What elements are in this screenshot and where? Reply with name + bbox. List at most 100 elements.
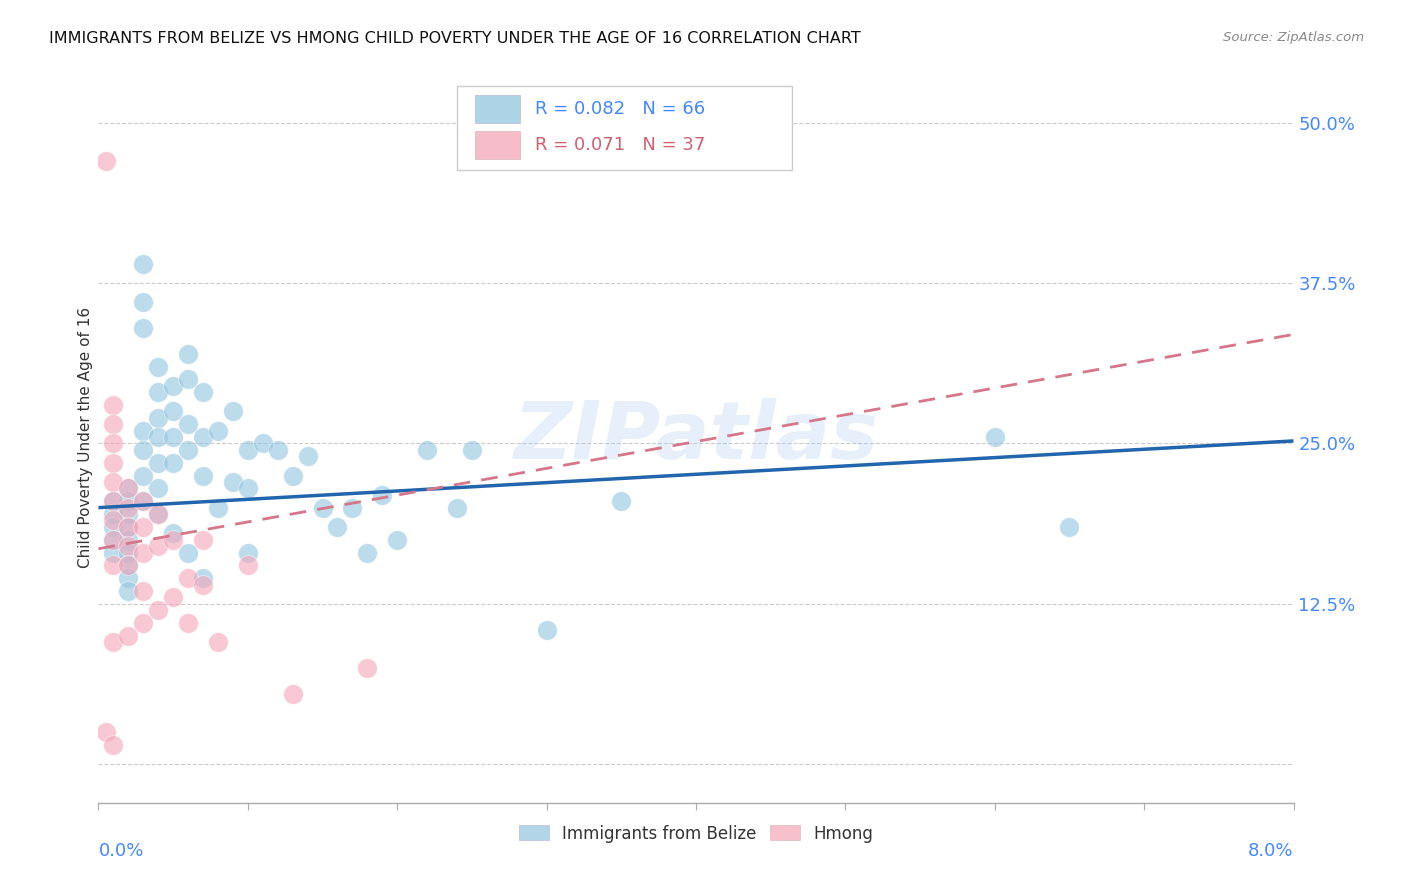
- Hmong: [117, 558, 139, 573]
- Hmong: [117, 500, 139, 515]
- Text: 0.0%: 0.0%: [98, 842, 143, 860]
- Immigrants from Belize: [117, 545, 139, 559]
- Hmong: [191, 533, 214, 547]
- Immigrants from Belize: [117, 520, 139, 534]
- Hmong: [356, 661, 378, 675]
- Hmong: [191, 577, 214, 591]
- Immigrants from Belize: [311, 500, 333, 515]
- Immigrants from Belize: [461, 442, 484, 457]
- Hmong: [103, 475, 125, 489]
- Hmong: [103, 456, 125, 470]
- Immigrants from Belize: [236, 482, 259, 496]
- Immigrants from Belize: [132, 442, 155, 457]
- Immigrants from Belize: [252, 436, 274, 450]
- Hmong: [103, 398, 125, 412]
- Immigrants from Belize: [356, 545, 378, 559]
- Hmong: [207, 635, 229, 649]
- Immigrants from Belize: [148, 482, 170, 496]
- Hmong: [162, 591, 184, 605]
- Immigrants from Belize: [148, 359, 170, 374]
- Immigrants from Belize: [148, 507, 170, 521]
- Text: R = 0.071   N = 37: R = 0.071 N = 37: [534, 136, 704, 154]
- Immigrants from Belize: [117, 482, 139, 496]
- Hmong: [103, 436, 125, 450]
- Immigrants from Belize: [536, 623, 558, 637]
- Immigrants from Belize: [446, 500, 468, 515]
- Immigrants from Belize: [132, 494, 155, 508]
- Hmong: [103, 738, 125, 752]
- Immigrants from Belize: [191, 430, 214, 444]
- Hmong: [132, 520, 155, 534]
- Immigrants from Belize: [132, 257, 155, 271]
- Immigrants from Belize: [117, 507, 139, 521]
- Immigrants from Belize: [342, 500, 364, 515]
- Hmong: [103, 417, 125, 432]
- Immigrants from Belize: [162, 456, 184, 470]
- Hmong: [177, 616, 200, 631]
- Immigrants from Belize: [177, 417, 200, 432]
- FancyBboxPatch shape: [457, 86, 792, 170]
- Immigrants from Belize: [103, 507, 125, 521]
- Immigrants from Belize: [177, 372, 200, 386]
- Immigrants from Belize: [222, 404, 245, 418]
- Immigrants from Belize: [148, 410, 170, 425]
- Immigrants from Belize: [267, 442, 290, 457]
- Legend: Immigrants from Belize, Hmong: Immigrants from Belize, Hmong: [512, 818, 880, 849]
- Hmong: [103, 494, 125, 508]
- Immigrants from Belize: [117, 533, 139, 547]
- Hmong: [132, 494, 155, 508]
- Immigrants from Belize: [236, 545, 259, 559]
- Text: R = 0.082   N = 66: R = 0.082 N = 66: [534, 100, 704, 118]
- Hmong: [103, 635, 125, 649]
- Immigrants from Belize: [132, 321, 155, 335]
- Hmong: [117, 482, 139, 496]
- Text: IMMIGRANTS FROM BELIZE VS HMONG CHILD POVERTY UNDER THE AGE OF 16 CORRELATION CH: IMMIGRANTS FROM BELIZE VS HMONG CHILD PO…: [49, 31, 860, 46]
- Immigrants from Belize: [117, 571, 139, 585]
- Hmong: [103, 533, 125, 547]
- Immigrants from Belize: [385, 533, 409, 547]
- Immigrants from Belize: [162, 404, 184, 418]
- Immigrants from Belize: [117, 558, 139, 573]
- Immigrants from Belize: [103, 494, 125, 508]
- Hmong: [94, 725, 117, 739]
- Bar: [475, 131, 520, 159]
- Immigrants from Belize: [132, 468, 155, 483]
- Immigrants from Belize: [207, 424, 229, 438]
- Hmong: [236, 558, 259, 573]
- Hmong: [281, 687, 304, 701]
- Hmong: [132, 584, 155, 599]
- Hmong: [148, 539, 170, 553]
- Immigrants from Belize: [297, 450, 319, 464]
- Immigrants from Belize: [103, 533, 125, 547]
- Hmong: [103, 558, 125, 573]
- Immigrants from Belize: [191, 468, 214, 483]
- Immigrants from Belize: [148, 385, 170, 400]
- Text: Source: ZipAtlas.com: Source: ZipAtlas.com: [1223, 31, 1364, 45]
- Immigrants from Belize: [191, 571, 214, 585]
- Immigrants from Belize: [117, 584, 139, 599]
- Hmong: [162, 533, 184, 547]
- Hmong: [148, 603, 170, 617]
- Immigrants from Belize: [103, 520, 125, 534]
- Hmong: [94, 154, 117, 169]
- Immigrants from Belize: [132, 295, 155, 310]
- Immigrants from Belize: [162, 526, 184, 541]
- Immigrants from Belize: [177, 545, 200, 559]
- Immigrants from Belize: [207, 500, 229, 515]
- Hmong: [132, 545, 155, 559]
- Immigrants from Belize: [148, 456, 170, 470]
- Hmong: [177, 571, 200, 585]
- Hmong: [103, 514, 125, 528]
- Immigrants from Belize: [371, 488, 394, 502]
- Hmong: [117, 629, 139, 643]
- Bar: [475, 95, 520, 122]
- Immigrants from Belize: [132, 424, 155, 438]
- Immigrants from Belize: [326, 520, 349, 534]
- Immigrants from Belize: [162, 430, 184, 444]
- Immigrants from Belize: [103, 545, 125, 559]
- Text: ZIPatlas: ZIPatlas: [513, 398, 879, 476]
- Hmong: [148, 507, 170, 521]
- Immigrants from Belize: [236, 442, 259, 457]
- Hmong: [117, 520, 139, 534]
- Immigrants from Belize: [148, 430, 170, 444]
